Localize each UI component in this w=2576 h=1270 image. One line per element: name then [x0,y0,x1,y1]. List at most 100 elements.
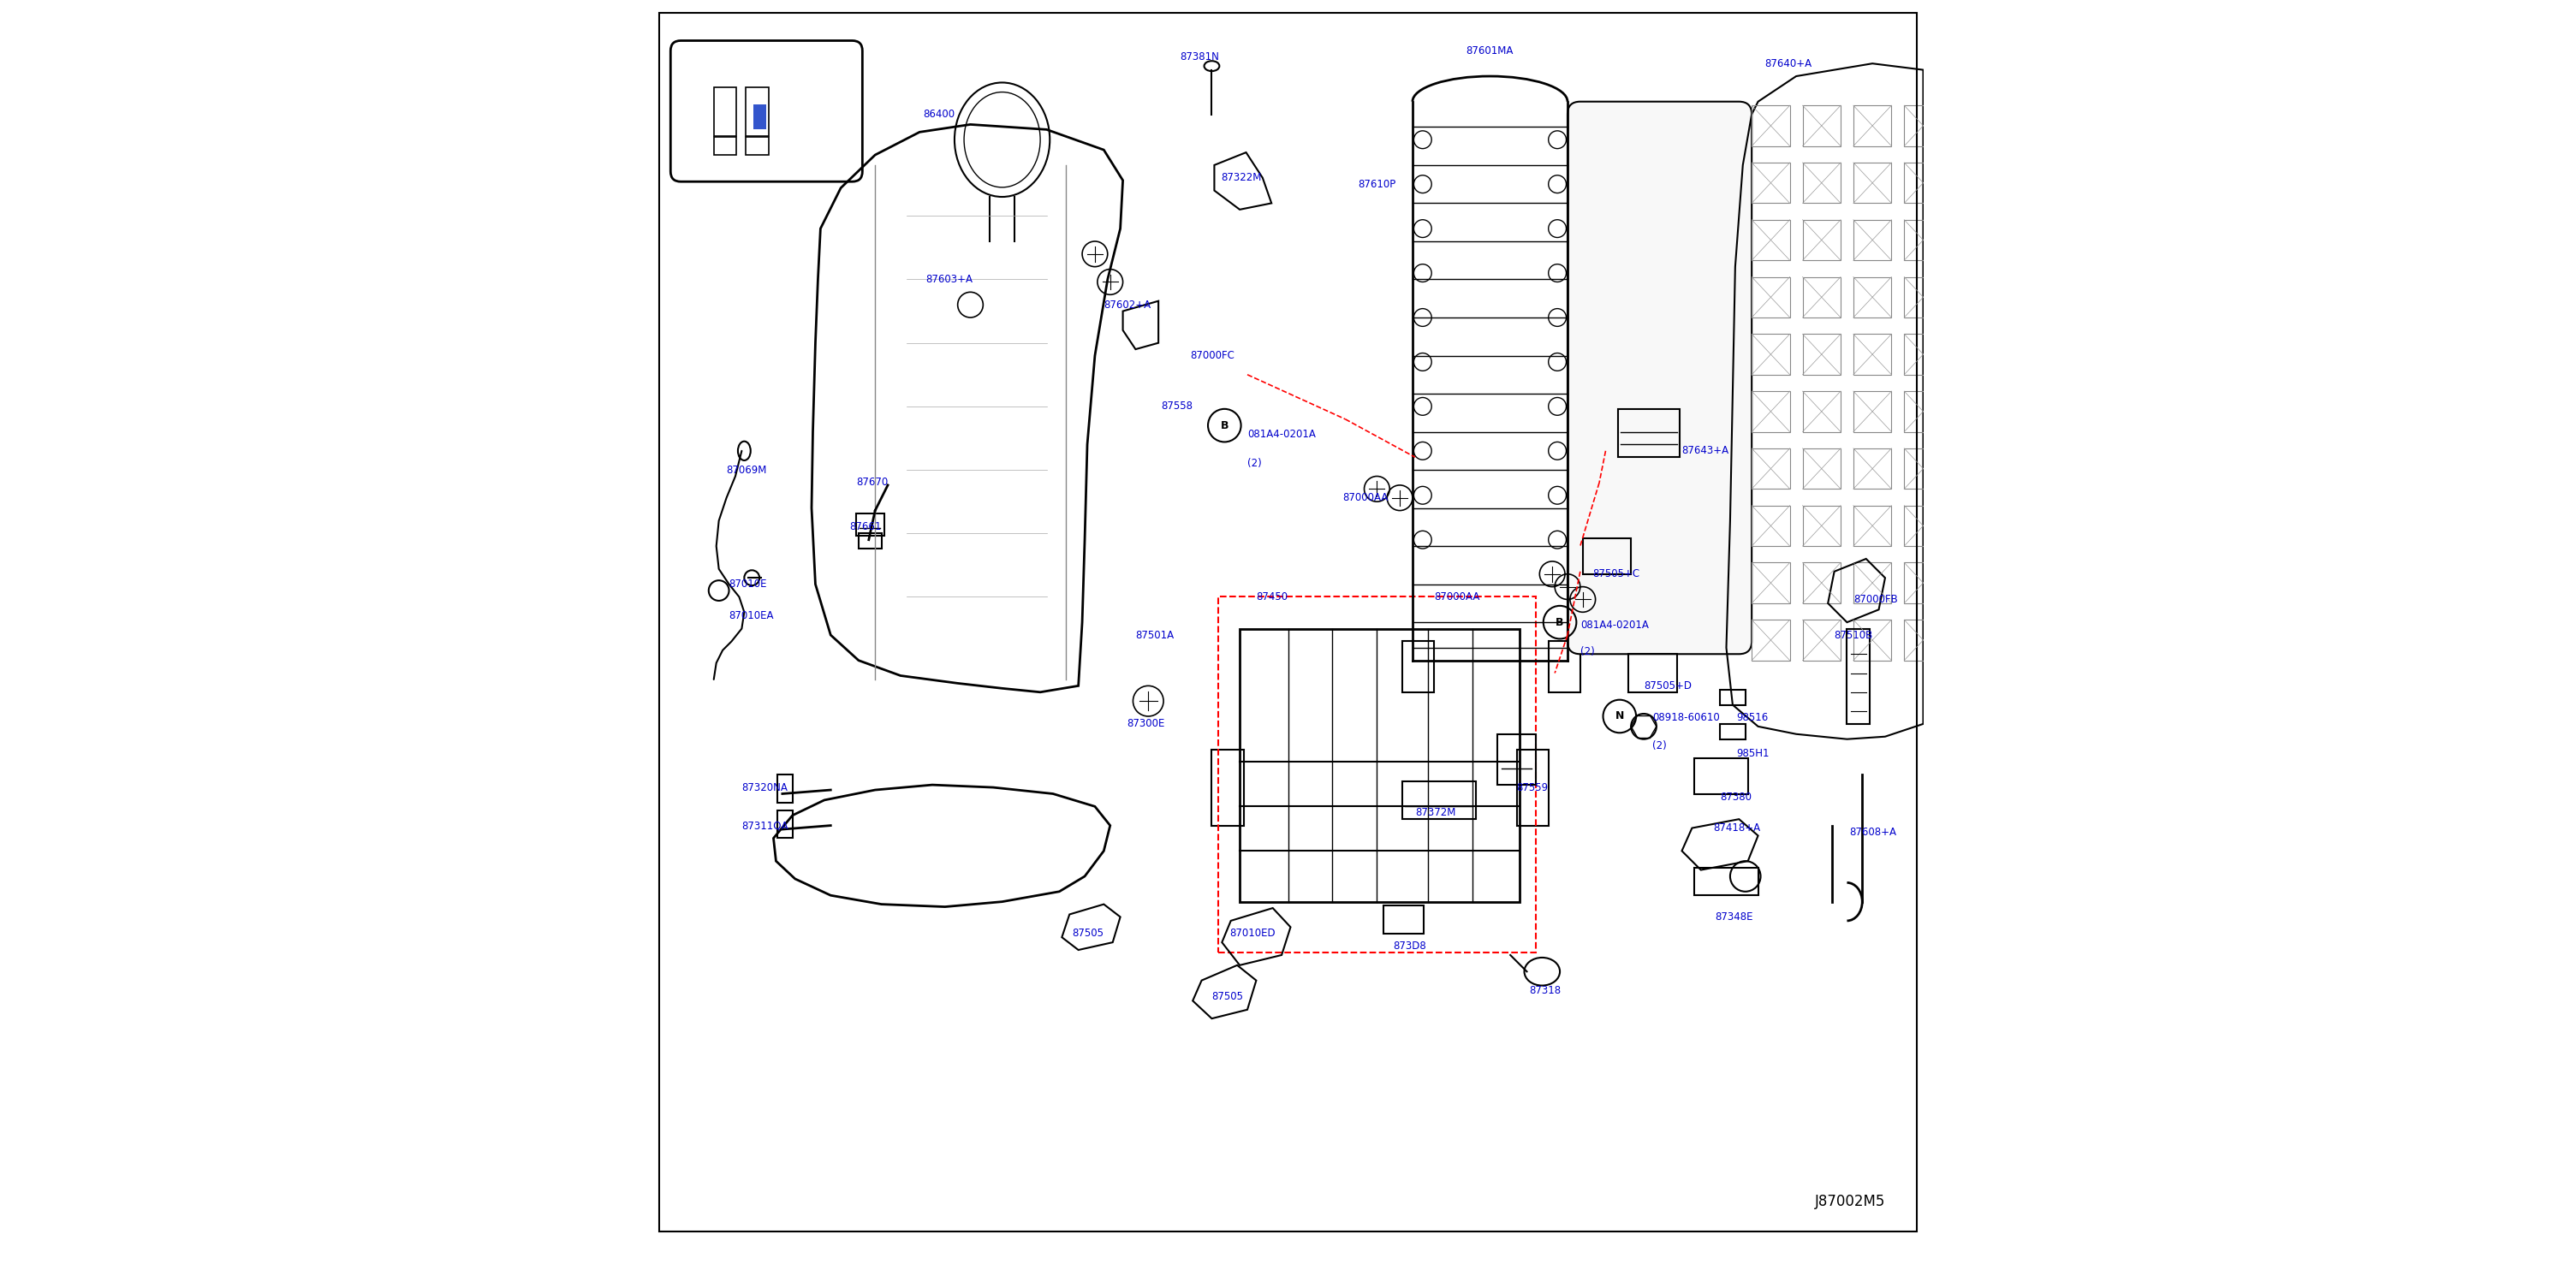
Bar [778,775,793,803]
Text: 87010ED: 87010ED [1229,928,1275,939]
Bar [1752,163,1790,203]
Bar [1803,620,1842,660]
Text: 87643+A: 87643+A [1682,446,1728,456]
Bar [1852,448,1891,489]
Bar [1852,620,1891,660]
Bar [1803,105,1842,146]
Bar [1852,163,1891,203]
Bar [1517,749,1548,826]
Text: 87318: 87318 [1530,986,1561,996]
Text: 985H1: 985H1 [1736,748,1770,758]
Bar [1582,538,1631,574]
Bar [1721,690,1747,705]
FancyBboxPatch shape [1569,102,1752,654]
Text: 87505+C: 87505+C [1592,569,1641,579]
Bar [714,137,737,155]
Text: 87505+D: 87505+D [1643,681,1692,691]
Text: (2): (2) [1247,458,1262,469]
Text: 87010EA: 87010EA [729,611,773,621]
Bar [855,513,884,536]
Bar [1904,334,1942,375]
Text: 87603+A: 87603+A [925,274,974,284]
Text: B: B [1556,617,1564,627]
Text: 081A4-0201A: 081A4-0201A [1247,429,1316,439]
Text: 081A4-0201A: 081A4-0201A [1579,620,1649,630]
Text: B: B [1221,420,1229,431]
Bar [1401,781,1476,819]
Bar [1904,620,1942,660]
Text: 87505: 87505 [1211,992,1244,1002]
Text: 87322M: 87322M [1221,173,1262,183]
Text: 87510B: 87510B [1834,630,1873,640]
Text: 87348E: 87348E [1716,912,1752,922]
Bar [858,533,881,549]
Text: 87418+A: 87418+A [1713,823,1762,833]
Bar [1752,505,1790,546]
Text: 87501A: 87501A [1136,630,1175,640]
FancyBboxPatch shape [670,41,863,182]
Text: 87608+A: 87608+A [1850,827,1896,837]
Text: 87602+A: 87602+A [1103,300,1151,310]
Bar [1211,749,1244,826]
Text: 87450: 87450 [1257,592,1288,602]
Bar [1803,334,1842,375]
Text: 87300E: 87300E [1126,719,1164,729]
Text: 87558: 87558 [1162,401,1193,411]
Ellipse shape [963,93,1041,188]
Bar [1904,163,1942,203]
Bar [1548,641,1579,692]
Bar [1752,105,1790,146]
Text: 87380: 87380 [1721,792,1752,803]
Bar [1752,448,1790,489]
Text: 87505: 87505 [1072,928,1103,939]
Text: 87311QA: 87311QA [742,820,788,831]
Text: 87372M: 87372M [1414,808,1455,818]
Text: 87000FB: 87000FB [1852,594,1899,605]
Bar [1803,391,1842,432]
Bar [1852,334,1891,375]
Bar [1803,163,1842,203]
Text: 98516: 98516 [1736,712,1767,723]
Text: (2): (2) [1579,646,1595,657]
Ellipse shape [956,83,1051,197]
Text: 87601MA: 87601MA [1466,46,1512,56]
Text: 87000AA: 87000AA [1435,592,1479,602]
Bar [1852,277,1891,318]
Bar [1904,391,1942,432]
Bar [1803,563,1842,603]
Text: 87559: 87559 [1517,782,1548,792]
Text: J87002M5: J87002M5 [1814,1194,1886,1209]
Bar [1752,277,1790,318]
Text: 87000AA: 87000AA [1342,493,1388,503]
Bar [1852,220,1891,260]
Bar [1628,654,1677,692]
Bar [1904,220,1942,260]
Bar [1401,641,1435,692]
Bar [1904,448,1942,489]
Bar [1904,563,1942,603]
Text: 08918-60610: 08918-60610 [1654,712,1721,723]
Bar [1752,220,1790,260]
Bar [752,104,765,130]
Text: 87670: 87670 [855,478,889,488]
Bar [744,88,768,136]
Bar [1904,277,1942,318]
Bar [1852,505,1891,546]
Bar [1904,505,1942,546]
Bar [1695,758,1749,794]
Text: N: N [1615,711,1623,721]
Bar [1497,734,1535,785]
Bar [1803,277,1842,318]
Bar [1803,448,1842,489]
Bar [1239,629,1520,902]
Text: 87661: 87661 [850,522,881,532]
Text: 86400: 86400 [922,109,956,119]
Text: 87000FC: 87000FC [1190,351,1234,361]
Bar [714,88,737,136]
Text: 87010E: 87010E [729,579,768,589]
Bar [744,137,768,155]
Text: 87610P: 87610P [1358,179,1396,189]
Bar [1695,867,1757,895]
Bar [1752,620,1790,660]
Bar [1852,391,1891,432]
